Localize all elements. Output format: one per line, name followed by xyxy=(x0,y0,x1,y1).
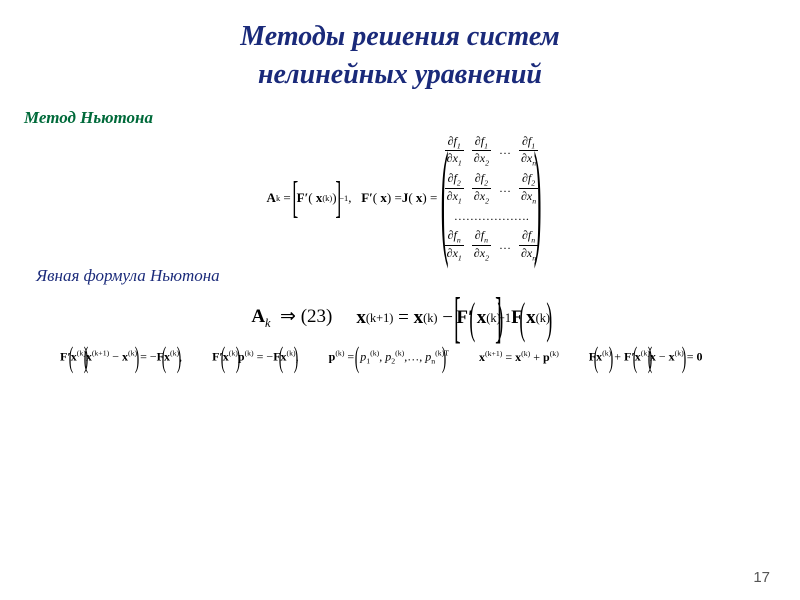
jacobian-definition: Ak = [ F′( x(k)) ]−1 , F′( x) = J( x) = … xyxy=(0,132,800,264)
newton-iteration-formula: Ak ⇒ (23) x(k+1) = x(k) − [ F′( x(k)) ]−… xyxy=(0,296,800,341)
jacobian-matrix: ( ∂f1∂x1 ∂f1∂x2 … ∂f1∂xn ∂f2∂x1 ∂f2∂x2 …… xyxy=(449,132,533,264)
explicit-formula-label: Явная формула Ньютона xyxy=(0,264,800,286)
auxiliary-equations: F′(x(k))(x(k+1) − x(k)) = −F(x(k)), F′(x… xyxy=(0,341,800,368)
method-name: Метод Ньютона xyxy=(0,104,800,128)
slide-title: Методы решения систем нелинейных уравнен… xyxy=(0,0,800,104)
page-number: 17 xyxy=(753,569,770,586)
